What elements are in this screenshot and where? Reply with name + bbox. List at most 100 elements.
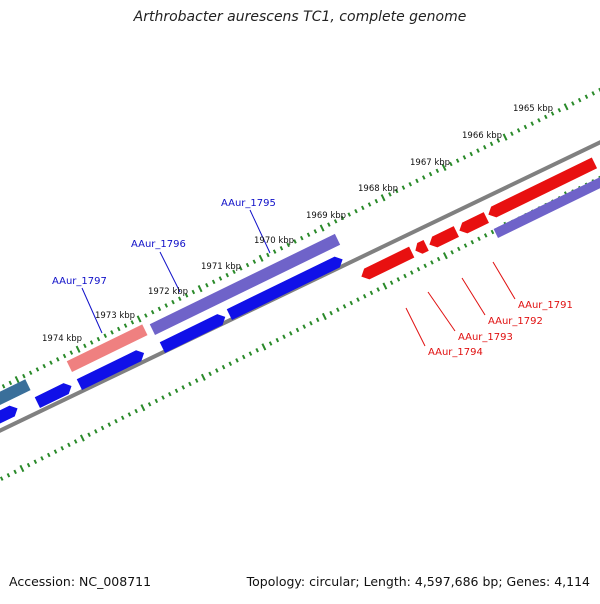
tick-mark [42, 363, 46, 369]
tick-mark [380, 194, 386, 202]
tick-mark [60, 445, 64, 451]
tick-mark [123, 323, 128, 328]
gene-label: AAur_1793 [458, 332, 513, 343]
tick-mark [181, 385, 185, 390]
accession-text: Accession: NC_008711 [9, 574, 152, 589]
leader-line [159, 251, 181, 293]
tick-mark [410, 270, 414, 275]
tick-mark [347, 212, 351, 217]
kbp-label: 1966 kbp [462, 131, 502, 141]
tick-mark [435, 168, 440, 174]
tick-mark [228, 361, 233, 367]
tick-mark [550, 111, 555, 116]
tick-mark [205, 283, 209, 288]
kbp-label: 1973 kbp [95, 311, 135, 321]
gene-arrow [226, 256, 343, 320]
tick-mark [188, 381, 192, 387]
gene-arrow [488, 157, 598, 218]
tick-mark [174, 388, 179, 394]
tick-mark [200, 373, 206, 381]
tick-mark [374, 198, 379, 204]
tick-mark [340, 215, 345, 221]
gene-arrow-aaur-1797 [66, 324, 148, 372]
tick-mark [47, 452, 51, 458]
tick-mark [557, 107, 562, 113]
tick-mark [33, 459, 38, 464]
tick-mark [0, 476, 4, 481]
tick-mark [103, 333, 107, 339]
tick-mark [457, 246, 461, 252]
kbp-label: 1968 kbp [358, 184, 398, 194]
tick-mark [302, 324, 306, 329]
topology-text: Topology: circular; Length: 4,597,686 bp… [246, 574, 590, 589]
kbp-label: 1965 kbp [513, 104, 553, 114]
tick-mark [591, 91, 595, 96]
gene-arrow-aaur-1795 [149, 233, 341, 335]
tick-mark [178, 296, 182, 301]
tick-mark [75, 345, 81, 353]
tick-mark [476, 148, 480, 153]
tick-mark [211, 279, 216, 285]
tick-mark [154, 398, 159, 404]
kbp-label: 1971 kbp [201, 262, 241, 272]
tick-mark [164, 303, 168, 308]
tick-mark [248, 351, 253, 356]
tick-mark [376, 287, 380, 292]
tick-mark [598, 87, 600, 93]
tick-mark [218, 276, 223, 281]
leader-line [492, 261, 516, 300]
tick-mark [53, 449, 58, 454]
tick-mark [194, 378, 199, 383]
tick-mark [261, 343, 267, 351]
tick-mark [245, 262, 250, 268]
tick-mark [26, 462, 31, 468]
kbp-label: 1970 kbp [254, 236, 294, 246]
gene-arrow-aaur-1791 [459, 212, 489, 234]
tick-mark [510, 131, 514, 137]
tick-mark [430, 260, 434, 265]
tick-mark [130, 320, 135, 325]
tick-mark [362, 293, 367, 299]
tick-mark [40, 456, 44, 461]
tick-mark [89, 340, 94, 345]
tick-mark [442, 252, 448, 260]
tick-mark [336, 307, 340, 312]
tick-mark [286, 242, 290, 248]
tick-mark [110, 330, 114, 335]
tick-mark [483, 233, 488, 238]
leader-line [427, 291, 456, 332]
gene-arrow [0, 405, 18, 424]
tick-mark [96, 336, 101, 342]
tick-mark [295, 327, 300, 333]
gene-track [0, 157, 600, 424]
tick-mark [147, 402, 152, 407]
tick-mark [401, 185, 406, 190]
tick-mark [367, 202, 372, 207]
tick-mark [289, 331, 293, 336]
tick-mark [107, 422, 112, 427]
gene-arrow [493, 177, 600, 238]
gene-arrow [34, 383, 72, 408]
leader-line [249, 209, 271, 254]
tick-mark [342, 304, 347, 309]
tick-mark [423, 263, 427, 269]
tick-mark [191, 289, 196, 295]
tick-mark [232, 269, 236, 275]
gene-label: AAur_1796 [131, 239, 186, 250]
tick-mark [83, 343, 87, 349]
tick-mark [361, 205, 365, 211]
tick-mark [321, 312, 327, 321]
tick-mark [415, 178, 419, 184]
kbp-label: 1969 kbp [306, 211, 346, 221]
tick-mark [319, 224, 325, 232]
tick-mark [136, 315, 142, 323]
tick-mark [584, 94, 589, 99]
tick-mark [577, 97, 582, 103]
gene-label: AAur_1791 [518, 300, 573, 311]
tick-mark [87, 432, 91, 437]
tick-mark [455, 158, 460, 163]
tick-mark [496, 138, 501, 143]
tick-mark [252, 259, 257, 264]
tick-mark [408, 182, 412, 187]
